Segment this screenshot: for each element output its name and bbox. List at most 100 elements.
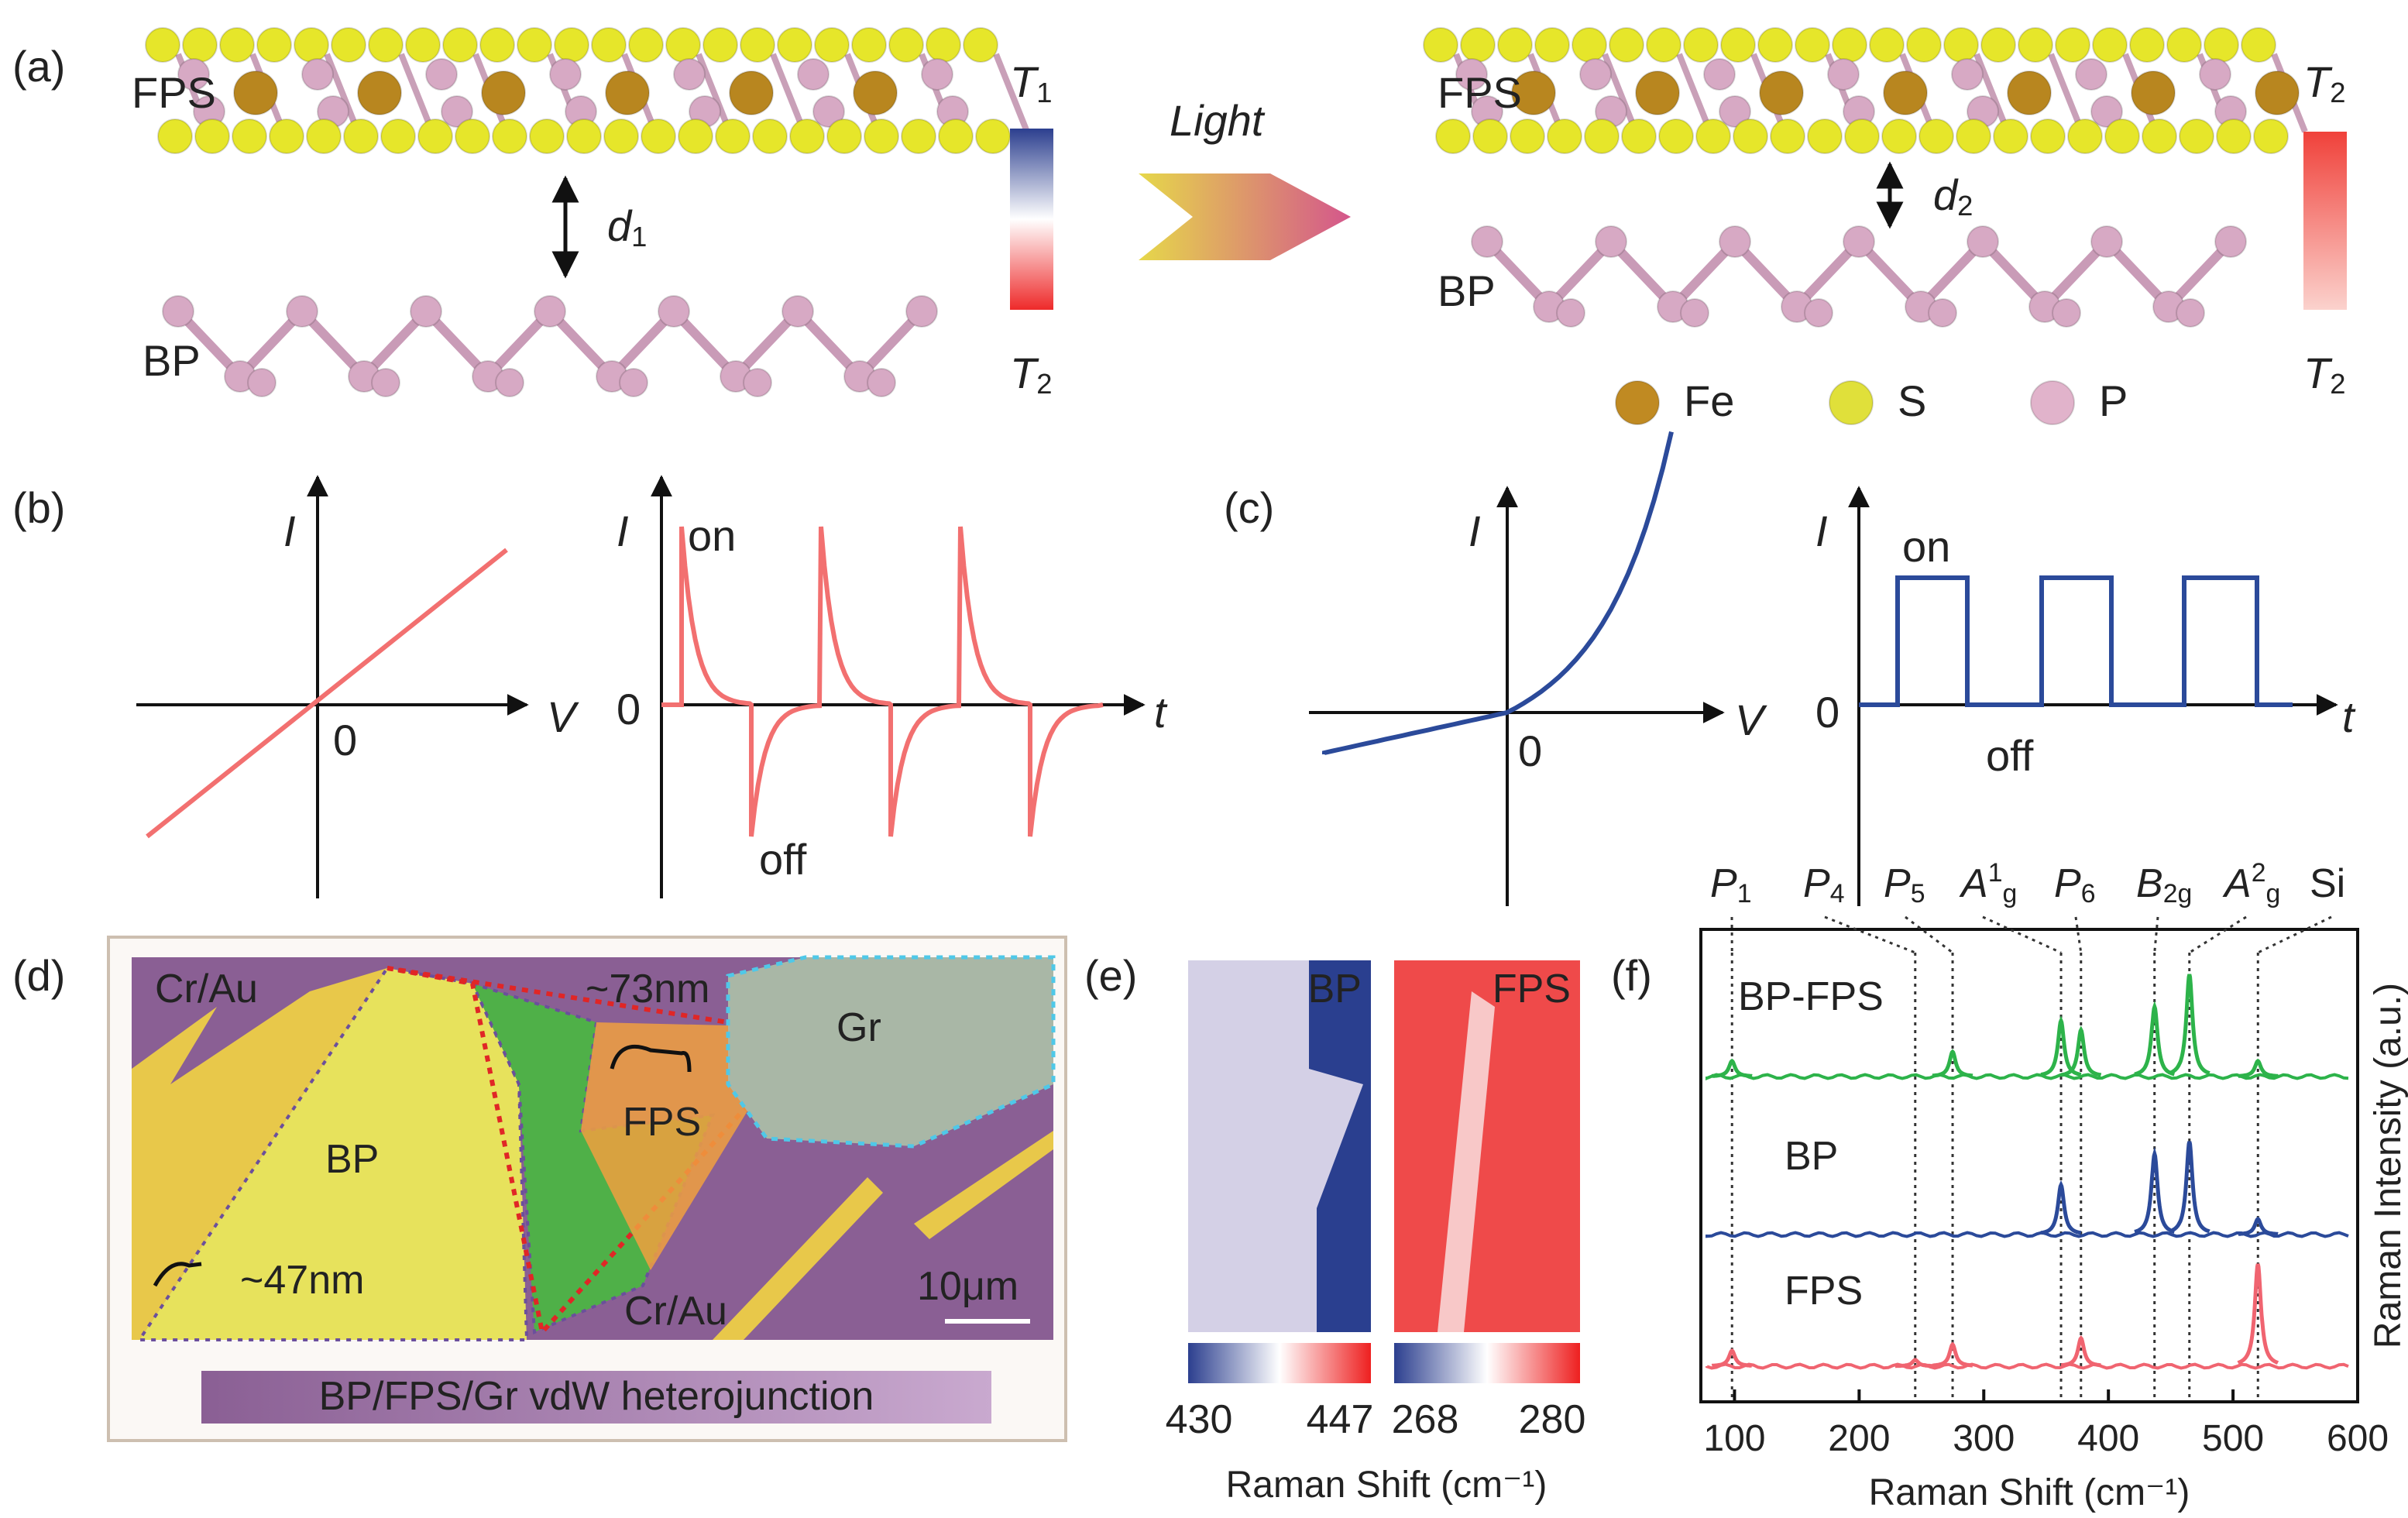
atom — [2092, 27, 2128, 63]
text-part: (a) — [12, 42, 65, 91]
atom — [678, 118, 713, 154]
text-part: FPS — [132, 68, 216, 117]
flake-gr — [726, 955, 1056, 1149]
series-label: FPS — [1785, 1269, 1863, 1314]
atom — [814, 27, 850, 63]
atom — [1883, 70, 1928, 115]
x-tick-label: 100 — [1703, 1418, 1765, 1459]
atom — [1658, 118, 1694, 154]
caption: BP/FPS/Gr vdW heterojunction — [319, 1374, 874, 1419]
spectrum-peak — [1932, 1049, 1973, 1078]
text-part: 500 — [2202, 1418, 2264, 1459]
panel-label: (c) — [1224, 483, 1274, 532]
atom — [2052, 298, 2081, 328]
spectrum-peak — [2168, 1141, 2210, 1234]
text-part: S — [1898, 376, 1926, 425]
axis-label: V — [547, 692, 579, 741]
atom — [826, 118, 862, 154]
atom — [2018, 27, 2053, 63]
bond — [770, 53, 807, 133]
text-part: I — [617, 507, 629, 555]
x-tick-label: 500 — [2202, 1418, 2264, 1459]
atom — [294, 27, 329, 63]
atom — [233, 70, 278, 115]
reference-label: A1g — [1959, 858, 2017, 908]
atom — [2007, 70, 2052, 115]
text-part: FPS — [1438, 68, 1522, 117]
text-part: Cr/Au — [155, 967, 258, 1011]
atom — [194, 118, 230, 154]
text-part: 0 — [617, 685, 641, 733]
atom — [812, 95, 845, 128]
electrode-label: Cr/Au — [155, 967, 258, 1011]
atom — [481, 70, 526, 115]
spectrum-peak — [1711, 1058, 1753, 1078]
light-label: Light — [1170, 96, 1266, 145]
atom — [157, 118, 193, 154]
atom — [926, 27, 961, 63]
atom — [256, 27, 292, 63]
text-part: g — [2265, 879, 2280, 908]
origin-label: 0 — [333, 716, 357, 764]
atom — [1844, 118, 1880, 154]
series-label: BP — [1785, 1134, 1838, 1179]
atom — [2253, 118, 2289, 154]
text-part: 100 — [1703, 1418, 1765, 1459]
atom — [2255, 70, 2300, 115]
atom — [1609, 27, 1644, 63]
text-part: (b) — [12, 483, 65, 532]
atom — [789, 118, 825, 154]
temperature-label: T2 — [1010, 349, 1052, 400]
text-part: 268 — [1392, 1397, 1459, 1442]
colorbar-label: 430 — [1166, 1397, 1233, 1442]
atom — [1804, 298, 1833, 328]
text-part: 1 — [631, 221, 647, 252]
atom — [1719, 95, 1751, 128]
atom — [177, 58, 210, 91]
atom — [554, 27, 589, 63]
text-part: 0 — [1518, 726, 1542, 775]
atom — [2179, 118, 2214, 154]
atom — [566, 118, 602, 154]
atom — [343, 118, 379, 154]
reference-leader — [2188, 915, 2247, 954]
atom — [2075, 58, 2107, 91]
atom — [1843, 225, 1875, 258]
text-part: 1 — [1036, 77, 1052, 108]
text-part: T — [1010, 57, 1039, 106]
atom — [975, 118, 1011, 154]
electrode — [713, 1131, 1053, 1340]
atom — [162, 295, 194, 328]
atom — [529, 118, 565, 154]
temperature-bar — [2303, 132, 2347, 310]
bond — [696, 53, 733, 133]
reference-label: P4 — [1803, 861, 1844, 908]
atom — [1572, 27, 1607, 63]
atom — [1646, 27, 1681, 63]
text-part: I — [1469, 507, 1481, 555]
atom — [1951, 58, 1984, 91]
atom — [938, 118, 974, 154]
atom — [247, 368, 277, 397]
atom — [1621, 118, 1657, 154]
atom — [1980, 27, 2016, 63]
atom — [1703, 58, 1736, 91]
atom — [417, 118, 453, 154]
atom — [665, 27, 701, 63]
atom — [1993, 118, 2028, 154]
atom — [2142, 118, 2177, 154]
spectrum-peak — [1711, 1348, 1753, 1368]
text-part: on — [1902, 522, 1950, 571]
colorbar — [1394, 1343, 1580, 1383]
colorbar-label: 268 — [1392, 1397, 1459, 1442]
map-title: FPS — [1493, 967, 1571, 1011]
atom — [1511, 70, 1556, 115]
atom — [286, 295, 318, 328]
atom — [851, 27, 887, 63]
spectrum-peak — [2060, 1025, 2102, 1077]
atom — [534, 295, 566, 328]
atom — [1719, 225, 1751, 258]
atom — [797, 58, 830, 91]
axis-title: Raman Intensity (a.u.) — [2368, 983, 2408, 1348]
reference-leader — [2153, 916, 2159, 953]
